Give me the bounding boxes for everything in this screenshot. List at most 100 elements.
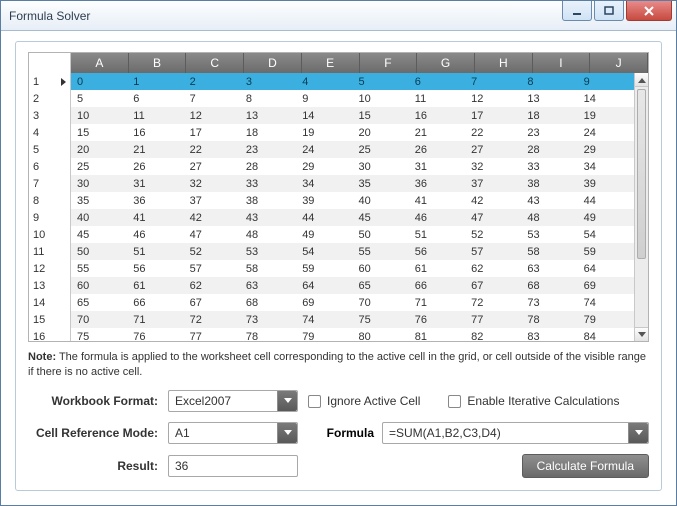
- cell[interactable]: 78: [240, 328, 296, 341]
- cell[interactable]: 27: [184, 158, 240, 175]
- cell[interactable]: 61: [127, 277, 183, 294]
- row-header[interactable]: 3: [29, 107, 71, 124]
- cell[interactable]: 37: [184, 192, 240, 209]
- cell[interactable]: 51: [127, 243, 183, 260]
- cell[interactable]: 72: [184, 311, 240, 328]
- cell[interactable]: 50: [71, 243, 127, 260]
- cell[interactable]: 68: [240, 294, 296, 311]
- cell[interactable]: 35: [71, 192, 127, 209]
- table-row[interactable]: 1465666768697071727374: [29, 294, 634, 311]
- cell[interactable]: 21: [127, 141, 183, 158]
- cell[interactable]: 37: [465, 175, 521, 192]
- cell[interactable]: 70: [352, 294, 408, 311]
- row-header[interactable]: 1: [29, 73, 71, 90]
- cell[interactable]: 77: [184, 328, 240, 341]
- cell[interactable]: 68: [521, 277, 577, 294]
- enable-iterative-checkbox[interactable]: Enable Iterative Calculations: [448, 394, 619, 408]
- cell[interactable]: 18: [521, 107, 577, 124]
- cell[interactable]: 11: [127, 107, 183, 124]
- cell[interactable]: 79: [296, 328, 352, 341]
- cell[interactable]: 39: [296, 192, 352, 209]
- table-row[interactable]: 1360616263646566676869: [29, 277, 634, 294]
- cell[interactable]: 19: [578, 107, 634, 124]
- cell[interactable]: 19: [296, 124, 352, 141]
- cell[interactable]: 62: [184, 277, 240, 294]
- cell[interactable]: 67: [465, 277, 521, 294]
- cell[interactable]: 43: [521, 192, 577, 209]
- cell[interactable]: 72: [465, 294, 521, 311]
- cell[interactable]: 63: [521, 260, 577, 277]
- cell[interactable]: 34: [578, 158, 634, 175]
- minimize-button[interactable]: [562, 1, 592, 21]
- cell[interactable]: 53: [521, 226, 577, 243]
- cell[interactable]: 12: [184, 107, 240, 124]
- column-header[interactable]: A: [71, 53, 129, 73]
- cell[interactable]: 41: [127, 209, 183, 226]
- cell[interactable]: 48: [240, 226, 296, 243]
- table-row[interactable]: 625262728293031323334: [29, 158, 634, 175]
- cell[interactable]: 23: [521, 124, 577, 141]
- cell[interactable]: 47: [465, 209, 521, 226]
- cell[interactable]: 14: [296, 107, 352, 124]
- cell[interactable]: 59: [296, 260, 352, 277]
- table-row[interactable]: 2567891011121314: [29, 90, 634, 107]
- table-row[interactable]: 1255565758596061626364: [29, 260, 634, 277]
- cell[interactable]: 2: [184, 73, 240, 90]
- cell[interactable]: 25: [71, 158, 127, 175]
- table-row[interactable]: 940414243444546474849: [29, 209, 634, 226]
- cell[interactable]: 81: [409, 328, 465, 341]
- cell[interactable]: 74: [296, 311, 352, 328]
- cell[interactable]: 34: [296, 175, 352, 192]
- cell[interactable]: 14: [578, 90, 634, 107]
- cell[interactable]: 25: [352, 141, 408, 158]
- row-header[interactable]: 2: [29, 90, 71, 107]
- cell[interactable]: 29: [296, 158, 352, 175]
- cell[interactable]: 60: [71, 277, 127, 294]
- table-row[interactable]: 10123456789: [29, 73, 634, 90]
- column-header[interactable]: G: [417, 53, 475, 73]
- cell[interactable]: 42: [184, 209, 240, 226]
- cell[interactable]: 24: [578, 124, 634, 141]
- row-header[interactable]: 14: [29, 294, 71, 311]
- cell[interactable]: 17: [465, 107, 521, 124]
- table-row[interactable]: 520212223242526272829: [29, 141, 634, 158]
- cell[interactable]: 53: [240, 243, 296, 260]
- cell[interactable]: 28: [240, 158, 296, 175]
- row-header[interactable]: 10: [29, 226, 71, 243]
- column-header[interactable]: B: [129, 53, 187, 73]
- cell[interactable]: 73: [521, 294, 577, 311]
- cell[interactable]: 45: [352, 209, 408, 226]
- cell[interactable]: 18: [240, 124, 296, 141]
- cell[interactable]: 23: [240, 141, 296, 158]
- row-header[interactable]: 13: [29, 277, 71, 294]
- cell[interactable]: 5: [71, 90, 127, 107]
- cell[interactable]: 30: [71, 175, 127, 192]
- cell[interactable]: 75: [352, 311, 408, 328]
- cell[interactable]: 45: [71, 226, 127, 243]
- cell[interactable]: 60: [352, 260, 408, 277]
- cell[interactable]: 69: [578, 277, 634, 294]
- cell[interactable]: 29: [578, 141, 634, 158]
- cell[interactable]: 26: [409, 141, 465, 158]
- cell[interactable]: 13: [521, 90, 577, 107]
- cell[interactable]: 38: [240, 192, 296, 209]
- workbook-format-combo[interactable]: Excel2007: [168, 390, 298, 412]
- cell[interactable]: 1: [127, 73, 183, 90]
- cell[interactable]: 10: [71, 107, 127, 124]
- cell[interactable]: 70: [71, 311, 127, 328]
- cell[interactable]: 35: [352, 175, 408, 192]
- cell[interactable]: 16: [127, 124, 183, 141]
- cell[interactable]: 54: [296, 243, 352, 260]
- row-header[interactable]: 12: [29, 260, 71, 277]
- column-header[interactable]: I: [533, 53, 591, 73]
- cell[interactable]: 82: [465, 328, 521, 341]
- cell[interactable]: 11: [409, 90, 465, 107]
- cell[interactable]: 6: [127, 90, 183, 107]
- cell[interactable]: 17: [184, 124, 240, 141]
- cell[interactable]: 36: [409, 175, 465, 192]
- cell[interactable]: 48: [521, 209, 577, 226]
- column-header[interactable]: E: [302, 53, 360, 73]
- cell[interactable]: 41: [409, 192, 465, 209]
- column-header[interactable]: C: [186, 53, 244, 73]
- table-row[interactable]: 730313233343536373839: [29, 175, 634, 192]
